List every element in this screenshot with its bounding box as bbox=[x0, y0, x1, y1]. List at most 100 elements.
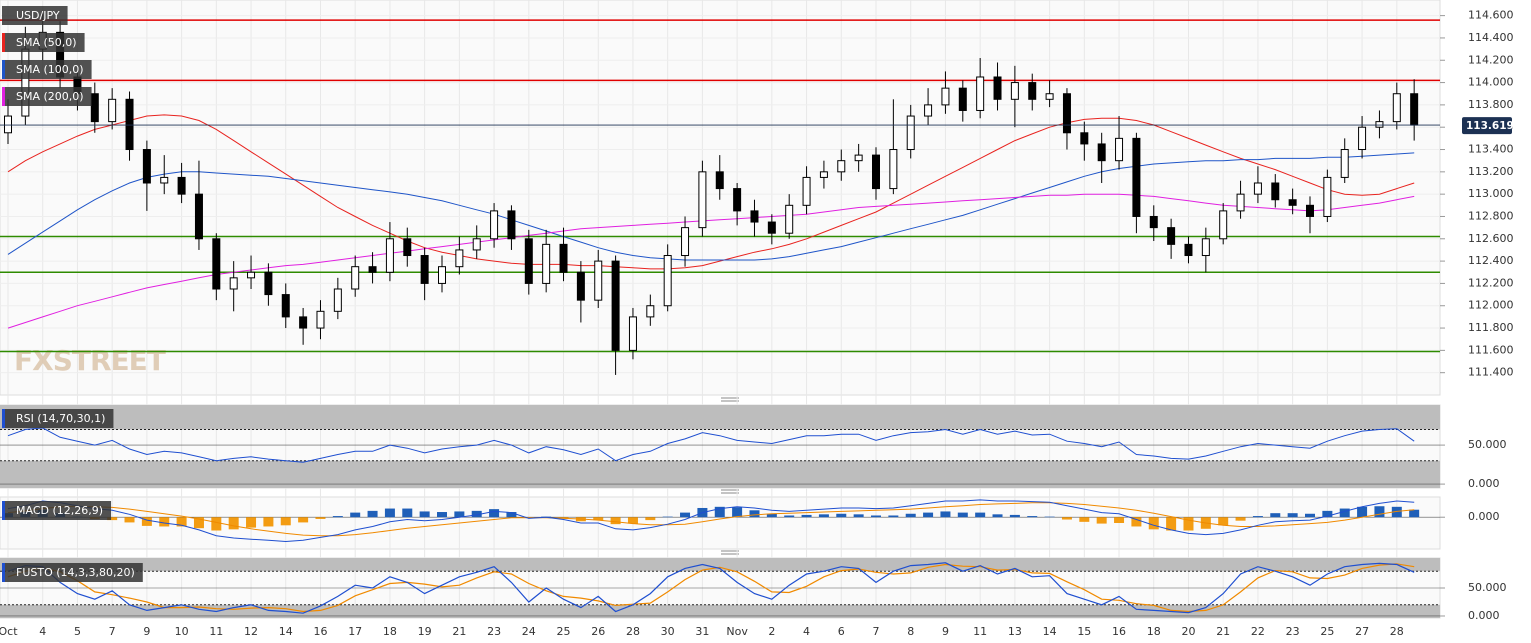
candle-body bbox=[941, 87, 950, 106]
histogram-bar bbox=[1409, 509, 1420, 518]
x-tick-label: 21 bbox=[452, 625, 466, 638]
histogram-bar bbox=[1027, 516, 1038, 518]
band-lower bbox=[0, 460, 1440, 488]
y-tick-label: 0.000 bbox=[1468, 609, 1500, 622]
histogram-bar bbox=[1131, 517, 1142, 527]
histogram-bar bbox=[1235, 517, 1246, 521]
candle-body bbox=[403, 238, 412, 257]
histogram-bar bbox=[489, 509, 500, 518]
candle-body bbox=[1236, 193, 1245, 212]
legend-label: FUSTO (14,3,3,80,20) bbox=[16, 566, 135, 579]
y-tick-label: 112.600 bbox=[1468, 232, 1514, 245]
line bbox=[7, 562, 1415, 614]
histogram-bar bbox=[923, 512, 934, 518]
line bbox=[7, 502, 1415, 537]
histogram-bar bbox=[818, 514, 829, 518]
legend-label: SMA (100,0) bbox=[16, 63, 84, 76]
histogram-bar bbox=[315, 517, 326, 519]
candle-body bbox=[368, 266, 377, 273]
y-tick-label: 112.800 bbox=[1468, 209, 1514, 222]
x-tick-label: 20 bbox=[1181, 625, 1195, 638]
y-tick-label: 114.600 bbox=[1468, 9, 1514, 22]
histogram-bar bbox=[680, 512, 691, 518]
legend-swatch bbox=[2, 60, 5, 79]
candle-body bbox=[90, 93, 99, 123]
histogram-bar bbox=[1096, 517, 1107, 524]
candle-body bbox=[854, 154, 863, 162]
histogram-bar bbox=[193, 517, 204, 529]
candle-body bbox=[1392, 93, 1401, 123]
histogram-bar bbox=[437, 512, 447, 518]
x-tick-label: 25 bbox=[557, 625, 571, 638]
candle-body bbox=[1410, 93, 1419, 126]
candle-body bbox=[194, 193, 203, 240]
x-tick-label: 11 bbox=[973, 625, 987, 638]
candle-body bbox=[108, 98, 117, 123]
candle-body bbox=[785, 204, 794, 234]
histogram-bar bbox=[1166, 517, 1177, 531]
x-tick-label: 24 bbox=[522, 625, 536, 638]
x-tick-label: 10 bbox=[175, 625, 189, 638]
candle-body bbox=[681, 227, 690, 257]
candle-body bbox=[750, 210, 759, 223]
candle-body bbox=[177, 176, 186, 195]
legend-label: MACD (12,26,9) bbox=[16, 504, 103, 517]
legend-item: FUSTO (14,3,3,80,20) bbox=[2, 563, 143, 582]
candle-body bbox=[524, 238, 533, 284]
legend-swatch bbox=[2, 563, 5, 582]
histogram-bar bbox=[280, 517, 291, 526]
histogram-bar bbox=[749, 510, 760, 518]
histogram-bar bbox=[1305, 513, 1315, 518]
x-tick-label: 14 bbox=[279, 625, 293, 638]
legend-swatch bbox=[2, 409, 5, 428]
candle-body bbox=[160, 176, 169, 184]
histogram-bar bbox=[263, 517, 274, 527]
legend-item: RSI (14,70,30,1) bbox=[2, 409, 114, 428]
histogram-bar bbox=[402, 508, 413, 518]
legend-item: SMA (50,0) bbox=[2, 33, 85, 52]
candle-body bbox=[958, 87, 967, 111]
x-tick-label: 7 bbox=[109, 625, 116, 638]
histogram-bar bbox=[1148, 517, 1159, 530]
y-tick-label: 111.800 bbox=[1468, 321, 1514, 334]
histogram-bar bbox=[159, 517, 170, 527]
y-tick-label: 113.800 bbox=[1468, 98, 1514, 111]
histogram-bar bbox=[211, 517, 222, 531]
histogram-bar bbox=[1391, 506, 1402, 518]
last-price-label: 113.619 bbox=[1466, 120, 1514, 132]
histogram-bar bbox=[384, 508, 395, 518]
x-tick-label: 4 bbox=[803, 625, 810, 638]
candle-body bbox=[4, 115, 12, 134]
candle-body bbox=[385, 238, 394, 273]
panel-handles bbox=[721, 397, 739, 555]
candle-body bbox=[1306, 204, 1314, 217]
x-tick-label: 19 bbox=[418, 625, 432, 638]
x-tick-label: 31 bbox=[695, 625, 709, 638]
histogram-bar bbox=[732, 507, 743, 518]
candle-body bbox=[1340, 149, 1349, 178]
histogram-bar bbox=[975, 512, 986, 518]
histogram-bar bbox=[853, 514, 864, 518]
histogram-bar bbox=[836, 513, 847, 518]
legend-swatch bbox=[2, 87, 5, 106]
legend-item: MACD (12,26,9) bbox=[2, 501, 112, 520]
histogram-bar bbox=[1374, 506, 1385, 518]
histogram-bar bbox=[1287, 513, 1298, 518]
histogram-bar bbox=[1339, 508, 1350, 518]
histogram-bar bbox=[645, 517, 656, 521]
candle-body bbox=[715, 171, 724, 190]
histogram-bar bbox=[367, 510, 378, 518]
histogram-bar bbox=[176, 517, 187, 527]
candle-body bbox=[299, 316, 308, 329]
candle-body bbox=[455, 249, 464, 268]
candle-body bbox=[1132, 137, 1141, 217]
histogram-bar bbox=[1252, 516, 1263, 518]
candle-body bbox=[264, 271, 273, 296]
legend-swatch bbox=[2, 33, 5, 52]
line bbox=[7, 193, 1415, 329]
x-tick-label: 23 bbox=[487, 625, 501, 638]
histogram-bar bbox=[871, 515, 881, 518]
candle-body bbox=[889, 149, 898, 190]
y-tick-label: 113.200 bbox=[1468, 165, 1514, 178]
line bbox=[7, 499, 1415, 543]
